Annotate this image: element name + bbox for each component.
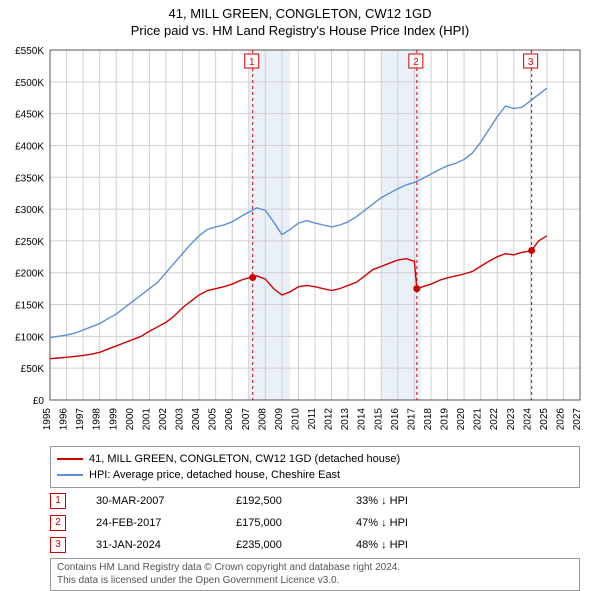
svg-text:2001: 2001 <box>141 408 152 431</box>
event-date: 30-MAR-2007 <box>96 495 236 507</box>
attribution-footer: Contains HM Land Registry data © Crown c… <box>50 558 580 591</box>
event-price: £192,500 <box>236 495 356 507</box>
svg-text:£300K: £300K <box>15 205 44 216</box>
svg-text:2020: 2020 <box>456 408 467 431</box>
svg-text:3: 3 <box>528 57 534 68</box>
svg-text:2015: 2015 <box>373 408 384 431</box>
svg-text:1995: 1995 <box>42 408 53 431</box>
svg-text:2013: 2013 <box>340 408 351 431</box>
svg-text:2024: 2024 <box>522 408 533 431</box>
svg-text:2: 2 <box>413 57 419 68</box>
legend-item: 41, MILL GREEN, CONGLETON, CW12 1GD (det… <box>57 451 573 467</box>
svg-text:£200K: £200K <box>15 269 44 280</box>
event-price: £235,000 <box>236 539 356 551</box>
svg-text:2021: 2021 <box>473 408 484 431</box>
svg-text:2018: 2018 <box>423 408 434 431</box>
event-marker-box: 1 <box>50 493 66 509</box>
svg-text:2010: 2010 <box>290 408 301 431</box>
svg-text:£0: £0 <box>33 396 45 407</box>
legend-label: 41, MILL GREEN, CONGLETON, CW12 1GD (det… <box>89 453 400 465</box>
svg-text:2017: 2017 <box>406 408 417 431</box>
event-price: £175,000 <box>236 517 356 529</box>
svg-text:2008: 2008 <box>257 408 268 431</box>
svg-text:1999: 1999 <box>108 408 119 431</box>
legend-swatch <box>57 458 83 460</box>
svg-text:2022: 2022 <box>489 408 500 431</box>
svg-text:2000: 2000 <box>125 408 136 431</box>
svg-text:£500K: £500K <box>15 78 44 89</box>
footer-line: Contains HM Land Registry data © Crown c… <box>57 562 573 575</box>
legend-item: HPI: Average price, detached house, Ches… <box>57 467 573 483</box>
event-row: 1 30-MAR-2007 £192,500 33% ↓ HPI <box>50 490 580 512</box>
svg-text:2011: 2011 <box>307 408 318 430</box>
svg-text:2014: 2014 <box>357 408 368 431</box>
svg-text:2007: 2007 <box>241 408 252 431</box>
svg-text:2003: 2003 <box>175 408 186 431</box>
svg-text:2026: 2026 <box>555 408 566 431</box>
chart-plot-area: £0£50K£100K£150K£200K£250K£300K£350K£400… <box>50 50 580 400</box>
event-marker-box: 3 <box>50 537 66 553</box>
legend-label: HPI: Average price, detached house, Ches… <box>89 469 340 481</box>
svg-text:2023: 2023 <box>506 408 517 431</box>
svg-text:2019: 2019 <box>440 408 451 431</box>
svg-text:2025: 2025 <box>539 408 550 431</box>
svg-text:2027: 2027 <box>572 408 583 431</box>
svg-text:£250K: £250K <box>15 237 44 248</box>
chart-subtitle: Price paid vs. HM Land Registry's House … <box>0 23 600 38</box>
events-table: 1 30-MAR-2007 £192,500 33% ↓ HPI 2 24-FE… <box>50 490 580 556</box>
svg-text:2006: 2006 <box>224 408 235 431</box>
legend: 41, MILL GREEN, CONGLETON, CW12 1GD (det… <box>50 446 580 488</box>
svg-text:2016: 2016 <box>390 408 401 431</box>
svg-text:1996: 1996 <box>59 408 70 431</box>
svg-text:2012: 2012 <box>324 408 335 431</box>
svg-text:£350K: £350K <box>15 173 44 184</box>
svg-text:2005: 2005 <box>208 408 219 431</box>
svg-text:£100K: £100K <box>15 332 44 343</box>
svg-text:2004: 2004 <box>191 408 202 431</box>
event-delta: 33% ↓ HPI <box>356 495 486 507</box>
svg-text:£550K: £550K <box>15 46 44 57</box>
svg-text:2009: 2009 <box>274 408 285 431</box>
event-date: 31-JAN-2024 <box>96 539 236 551</box>
chart-title-address: 41, MILL GREEN, CONGLETON, CW12 1GD <box>0 6 600 21</box>
event-date: 24-FEB-2017 <box>96 517 236 529</box>
svg-text:1997: 1997 <box>75 408 86 431</box>
svg-text:£150K: £150K <box>15 301 44 312</box>
svg-text:1998: 1998 <box>92 408 103 431</box>
svg-text:£50K: £50K <box>21 364 45 375</box>
svg-text:£450K: £450K <box>15 110 44 121</box>
svg-text:1: 1 <box>249 57 255 68</box>
svg-text:£400K: £400K <box>15 141 44 152</box>
event-row: 2 24-FEB-2017 £175,000 47% ↓ HPI <box>50 512 580 534</box>
event-delta: 48% ↓ HPI <box>356 539 486 551</box>
event-marker-box: 2 <box>50 515 66 531</box>
event-row: 3 31-JAN-2024 £235,000 48% ↓ HPI <box>50 534 580 556</box>
legend-swatch <box>57 474 83 476</box>
chart-container: 41, MILL GREEN, CONGLETON, CW12 1GD Pric… <box>0 0 600 590</box>
footer-line: This data is licensed under the Open Gov… <box>57 575 573 588</box>
svg-text:2002: 2002 <box>158 408 169 431</box>
event-delta: 47% ↓ HPI <box>356 517 486 529</box>
title-block: 41, MILL GREEN, CONGLETON, CW12 1GD Pric… <box>0 0 600 38</box>
